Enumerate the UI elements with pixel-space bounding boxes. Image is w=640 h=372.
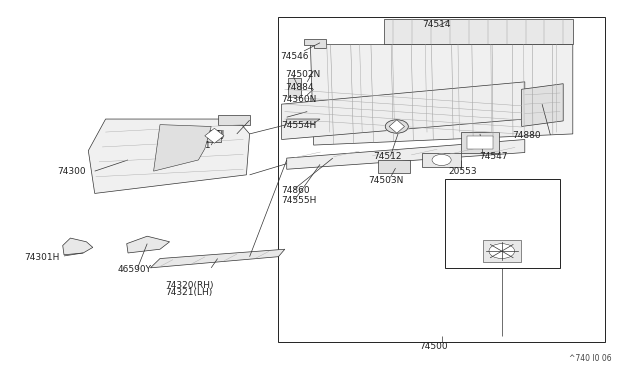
Polygon shape bbox=[127, 236, 170, 253]
Polygon shape bbox=[88, 119, 250, 193]
Text: 74301J: 74301J bbox=[193, 130, 225, 139]
Polygon shape bbox=[310, 45, 573, 145]
Text: 74546: 74546 bbox=[280, 52, 309, 61]
Text: 74555H: 74555H bbox=[282, 196, 317, 205]
Polygon shape bbox=[304, 39, 326, 48]
Text: 74321(LH): 74321(LH) bbox=[165, 288, 212, 297]
Text: 74514: 74514 bbox=[422, 20, 451, 29]
Polygon shape bbox=[150, 249, 285, 268]
Polygon shape bbox=[202, 130, 221, 142]
Text: 20553: 20553 bbox=[448, 167, 477, 176]
Text: 74547: 74547 bbox=[479, 152, 508, 161]
Polygon shape bbox=[288, 78, 301, 97]
Polygon shape bbox=[461, 132, 499, 153]
Text: 74500: 74500 bbox=[419, 342, 448, 351]
Polygon shape bbox=[483, 240, 521, 262]
Text: [0793-   J: [0793- J bbox=[448, 183, 489, 192]
Text: 74301H: 74301H bbox=[24, 253, 60, 262]
Polygon shape bbox=[205, 128, 224, 143]
Circle shape bbox=[432, 154, 451, 166]
Circle shape bbox=[385, 120, 408, 133]
Text: 74512: 74512 bbox=[373, 153, 402, 161]
Polygon shape bbox=[389, 120, 404, 133]
Polygon shape bbox=[154, 125, 211, 171]
Bar bbox=[445, 179, 560, 268]
Polygon shape bbox=[282, 82, 525, 140]
Text: ^740 l0 06: ^740 l0 06 bbox=[568, 354, 611, 363]
Bar bbox=[278, 17, 605, 342]
Polygon shape bbox=[287, 140, 525, 169]
Polygon shape bbox=[384, 19, 573, 44]
Text: 74320(RH): 74320(RH) bbox=[165, 281, 214, 290]
Polygon shape bbox=[522, 84, 563, 126]
Text: 74502N: 74502N bbox=[285, 70, 320, 79]
Circle shape bbox=[489, 244, 515, 259]
Text: 46590Y: 46590Y bbox=[117, 265, 151, 274]
Text: 74300: 74300 bbox=[58, 167, 86, 176]
Text: 74503N: 74503N bbox=[369, 176, 404, 185]
Polygon shape bbox=[218, 115, 250, 125]
Text: 74554H: 74554H bbox=[282, 121, 317, 130]
Polygon shape bbox=[378, 160, 410, 173]
Polygon shape bbox=[422, 153, 461, 167]
Polygon shape bbox=[287, 119, 320, 124]
Text: 74330: 74330 bbox=[159, 151, 188, 160]
Text: 74860: 74860 bbox=[282, 186, 310, 195]
Text: 74884: 74884 bbox=[285, 83, 314, 92]
Text: 74880: 74880 bbox=[512, 131, 541, 140]
Polygon shape bbox=[467, 136, 493, 149]
Text: 74331: 74331 bbox=[182, 141, 211, 150]
Text: 74360N: 74360N bbox=[282, 95, 317, 104]
Polygon shape bbox=[63, 238, 93, 255]
Text: 74855H: 74855H bbox=[454, 196, 490, 205]
